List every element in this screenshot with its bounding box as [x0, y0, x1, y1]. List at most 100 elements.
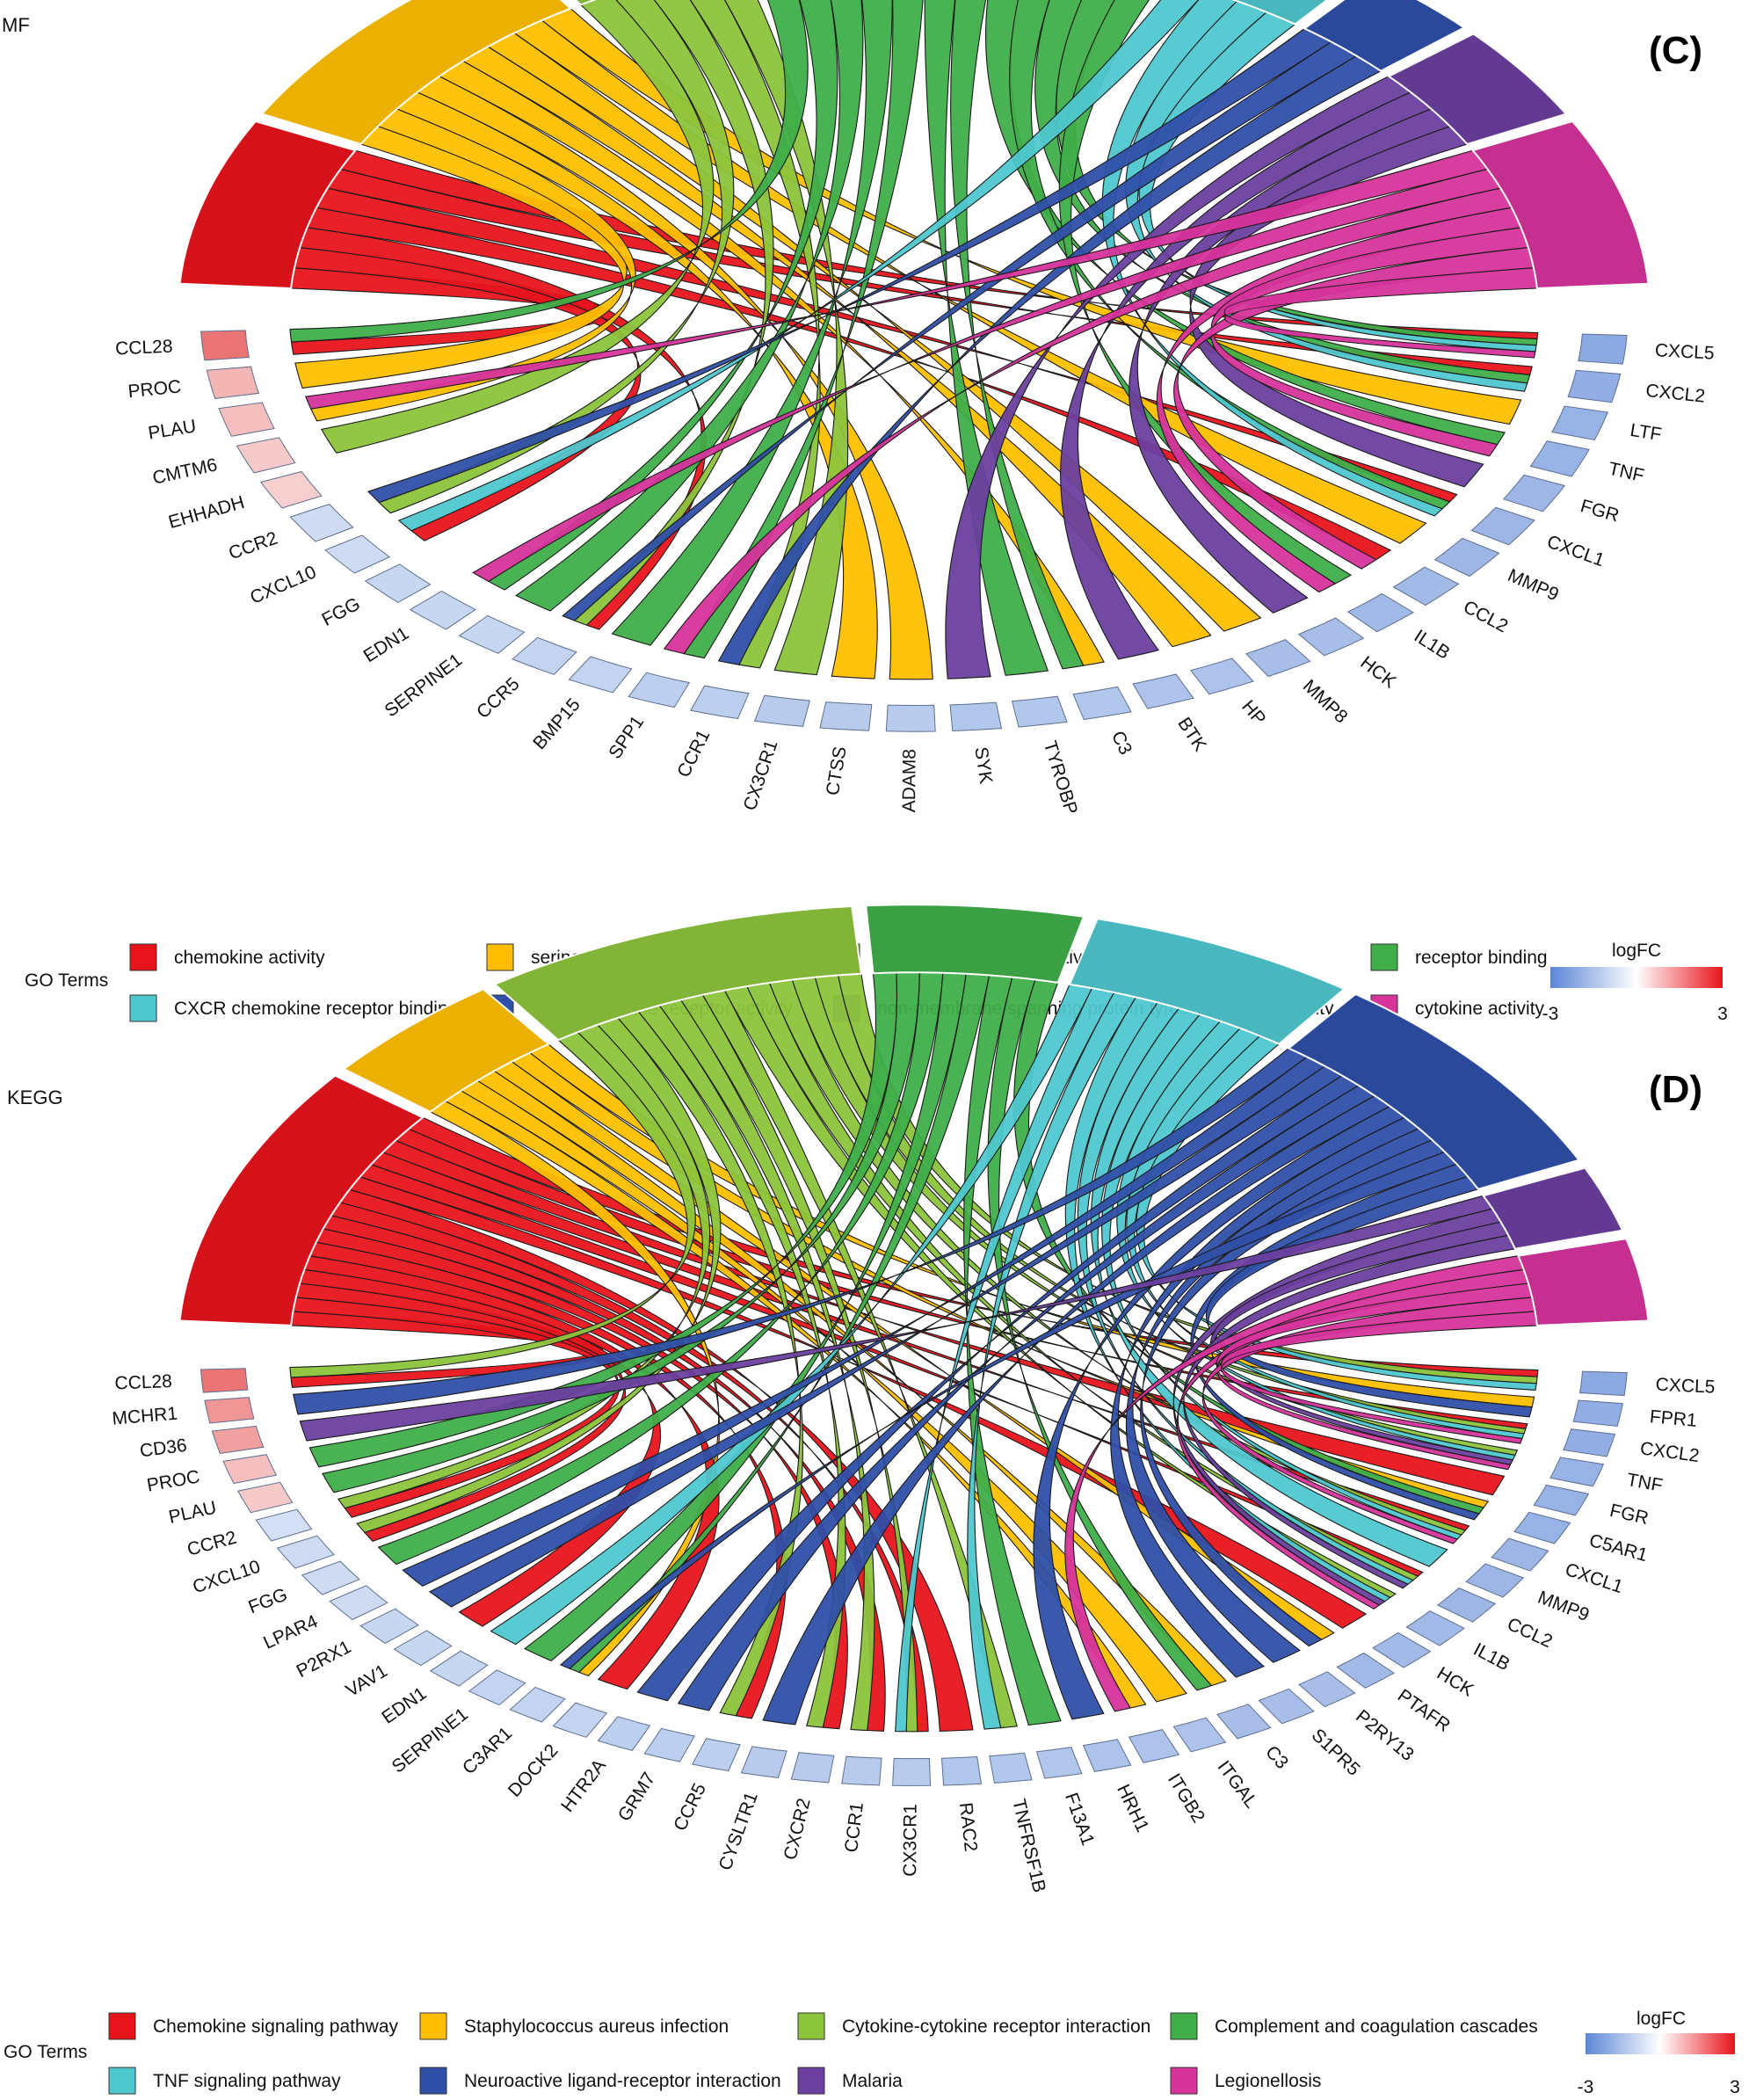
logfc-scale: logFC -3 3 — [1542, 941, 1728, 1024]
gene-block — [885, 704, 936, 732]
legend-swatch — [108, 2067, 136, 2095]
gene-blocks — [200, 1368, 1628, 1786]
gene-label: CCR2 — [185, 1528, 239, 1560]
gene-label: CCL28 — [114, 1371, 172, 1394]
term-arc — [1287, 992, 1581, 1190]
chord-ribbon — [289, 0, 809, 343]
gene-label: FGR — [1607, 1501, 1650, 1529]
chord-ribbon — [396, 91, 878, 679]
gene-label: CXCL1 — [1563, 1559, 1626, 1597]
term-arc — [178, 120, 358, 290]
gene-block — [1245, 639, 1311, 678]
gene-block — [255, 1508, 313, 1542]
gene-block — [989, 1752, 1033, 1784]
term-arc — [1303, 0, 1466, 72]
section-label: MF — [2, 14, 30, 36]
gene-block — [949, 701, 1003, 732]
gene-label: C3AR1 — [459, 1723, 516, 1778]
gene-label: PLAU — [147, 416, 198, 443]
gene-label: CXCR2 — [780, 1797, 815, 1863]
gene-label: ADAM8 — [899, 749, 920, 813]
chord-ribbon — [1183, 1234, 1516, 1589]
chord-ribbon — [1173, 247, 1535, 570]
legend-swatch — [419, 2012, 447, 2040]
gene-block — [1172, 1717, 1227, 1753]
legend-swatch — [1170, 2012, 1198, 2040]
chord-ribbon — [1216, 1283, 1533, 1471]
gene-block — [1392, 566, 1460, 607]
gene-label: PTAFR — [1394, 1685, 1454, 1736]
gene-label: ITGB2 — [1164, 1770, 1208, 1827]
term-arc — [260, 0, 573, 146]
gene-blocks — [200, 330, 1628, 732]
panel-label: (C) — [1649, 29, 1702, 72]
gene-block — [289, 504, 354, 542]
gene-block — [1298, 1671, 1356, 1708]
gene-block — [429, 1650, 489, 1687]
gene-label: IL1B — [1470, 1639, 1513, 1675]
gene-label: CXCL5 — [1655, 1375, 1716, 1398]
gene-block — [1405, 1610, 1465, 1646]
chord-ribbon — [987, 977, 1213, 1691]
gene-block — [628, 672, 691, 708]
gene-block — [753, 694, 811, 727]
chord-ribbon — [308, 971, 898, 1468]
chord-ribbon — [636, 1074, 1360, 1702]
term-arc — [342, 988, 550, 1114]
gene-block — [200, 1368, 249, 1393]
gene-label: HCK — [1433, 1663, 1477, 1701]
chord-ribbon — [428, 1065, 1344, 1608]
chord-ribbon — [476, 1070, 1227, 1687]
logfc-max-label: 3 — [1717, 1004, 1728, 1024]
gene-label: CCL28 — [115, 337, 173, 360]
legend-swatch — [108, 2012, 136, 2040]
chord-ribbon — [945, 76, 1412, 679]
legend-swatch — [486, 943, 514, 971]
gene-label: SERPINE1 — [381, 650, 467, 721]
logfc-min-label: -3 — [1578, 2077, 1594, 2097]
chord-ribbon — [490, 984, 1093, 1646]
chord-ribbon — [460, 1079, 1188, 1703]
gene-label: CD36 — [139, 1435, 188, 1462]
gene-block — [1011, 695, 1068, 728]
gene-block — [458, 614, 526, 654]
gene-block — [1132, 673, 1194, 709]
term-arc — [1482, 1166, 1624, 1250]
gene-block — [740, 1746, 787, 1778]
gene-block — [690, 685, 750, 720]
chord-ribbon — [562, 40, 1358, 621]
gene-block — [1336, 1652, 1395, 1689]
gene-label: CCR5 — [473, 673, 524, 723]
gene-label: MMP9 — [1505, 565, 1562, 605]
chord-ribbon — [611, 0, 893, 646]
legend-label: Complement and coagulation cascades — [1215, 2016, 1538, 2037]
gene-label: ITGAL — [1213, 1757, 1261, 1812]
chord-ribbon — [717, 55, 1383, 665]
gene-block — [1567, 369, 1622, 403]
chord-ribbon — [663, 187, 1513, 655]
gene-label: MCHR1 — [112, 1404, 178, 1429]
chord-ribbon — [299, 1195, 1494, 1442]
gene-block — [940, 1755, 983, 1786]
gene-block — [790, 1752, 835, 1784]
logfc-max-label: 3 — [1730, 2077, 1740, 2097]
gene-block — [206, 366, 260, 399]
gene-block — [236, 437, 296, 474]
gene-label: EDN1 — [378, 1683, 430, 1728]
gene-block — [1072, 686, 1132, 721]
term-arc — [1517, 1237, 1650, 1326]
chord-ribbon — [762, 1094, 1391, 1726]
logfc-title: logFC — [1637, 2009, 1686, 2029]
chord-ribbon — [1223, 267, 1538, 359]
chord-ribbon — [950, 0, 1085, 670]
panel-mf: MF (C) CCL28PROCPLAUCMTM6EHHADHCCR2CXCL1… — [2, 0, 1728, 1024]
gene-block — [1082, 1739, 1132, 1772]
chord-ribbon — [963, 974, 1062, 1726]
logfc-min-label: -3 — [1542, 1004, 1559, 1024]
gene-label: EHHADH — [166, 492, 247, 533]
gene-label: IL1B — [1411, 626, 1454, 664]
chord-ribbon — [1221, 1311, 1538, 1444]
gene-block — [1513, 1511, 1571, 1544]
gene-label: DOCK2 — [504, 1740, 562, 1801]
